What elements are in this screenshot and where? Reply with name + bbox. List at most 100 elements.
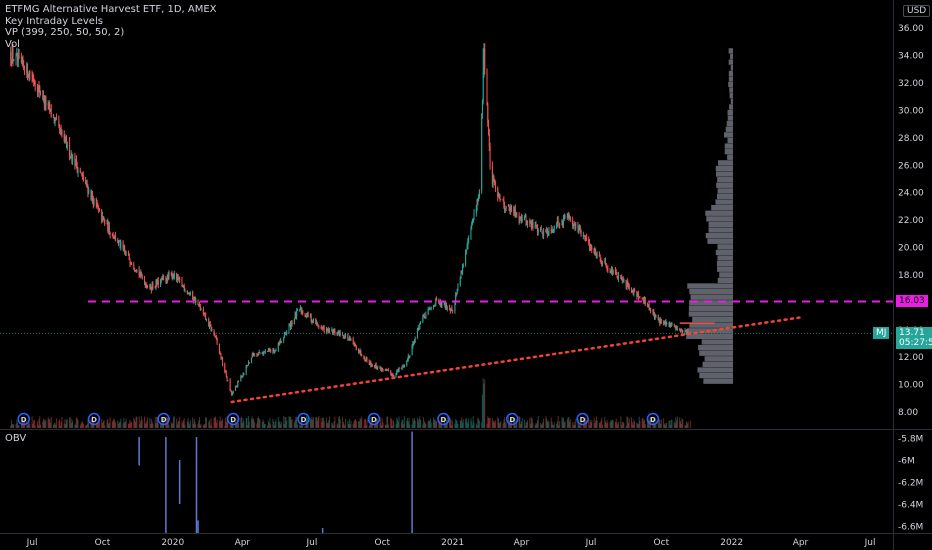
volume-bar: [502, 423, 504, 428]
candle-body: [17, 54, 19, 61]
volume-bar: [523, 419, 525, 428]
volume-bar: [87, 418, 89, 428]
candle-body: [160, 278, 162, 281]
volume-bar: [631, 417, 633, 428]
candle-body: [371, 365, 373, 367]
legend-indicator-key-levels[interactable]: Key Intraday Levels: [5, 15, 103, 27]
volume-bar: [353, 421, 355, 428]
candle-body: [299, 306, 301, 309]
candle-body: [641, 297, 643, 299]
legend-indicator-vp[interactable]: VP (399, 250, 50, 50, 2): [5, 27, 125, 38]
obv-title[interactable]: OBV: [5, 433, 27, 444]
candle-body: [22, 58, 24, 65]
volume-bar: [371, 417, 373, 428]
candle-body: [579, 227, 581, 231]
time-tick-label: 2022: [720, 538, 743, 548]
candle-body: [193, 297, 195, 301]
candle-body: [290, 322, 292, 328]
candle-body: [104, 220, 106, 225]
volume-bar: [349, 424, 351, 428]
volume-bar: [591, 420, 593, 428]
volume-bar: [615, 418, 617, 428]
candle-body: [135, 270, 137, 273]
volume-bar: [524, 425, 526, 428]
candle-body: [231, 390, 233, 396]
volume-bar: [145, 422, 147, 428]
candle-body: [498, 196, 500, 198]
volume-bar: [364, 419, 366, 428]
candle-body: [55, 119, 57, 120]
candle-body: [300, 306, 302, 312]
volume-bar: [541, 423, 543, 428]
volume-bar: [420, 419, 422, 428]
candle-body: [481, 101, 483, 115]
volume-bar: [331, 422, 333, 428]
volume-bar: [95, 424, 97, 428]
price-axis[interactable]: 8.0010.0012.0014.0016.0018.0020.0022.002…: [898, 24, 924, 532]
volume-bar: [40, 424, 42, 428]
volume-bar: [334, 416, 336, 428]
volume-bar: [510, 425, 512, 428]
volume-bar: [155, 423, 157, 428]
legend-indicator-vol[interactable]: Vol: [5, 38, 20, 50]
volume-bar: [320, 418, 322, 428]
volume-bar: [499, 422, 501, 428]
candle-body: [484, 43, 486, 70]
volume-bar: [455, 420, 457, 428]
price-tick-label: 12.00: [898, 353, 924, 363]
volume-bar: [283, 416, 285, 428]
candle-body: [452, 310, 454, 312]
volume-bar: [647, 421, 649, 428]
candle-body: [128, 254, 130, 260]
candle-body: [208, 323, 210, 327]
candle-body: [80, 171, 82, 174]
candle-body: [525, 216, 527, 223]
volume-bar: [616, 422, 618, 428]
volume-bar: [149, 417, 151, 428]
candle-body: [278, 343, 280, 345]
volume-bar: [63, 423, 65, 428]
candle-body: [572, 224, 574, 226]
candle-body: [583, 235, 585, 236]
dividend-marker-ring: [646, 412, 660, 426]
volume-bar: [462, 422, 464, 428]
volume-bar: [423, 421, 425, 428]
candle-body: [263, 351, 265, 354]
candle-body: [564, 215, 566, 218]
volume-profile-bar: [692, 316, 733, 323]
candle-body: [182, 285, 184, 287]
volume-bar: [540, 423, 542, 428]
candlestick-series[interactable]: [10, 43, 691, 396]
candle-body: [532, 221, 534, 229]
candle-body: [598, 254, 600, 256]
volume-bar: [653, 423, 655, 428]
volume-bar: [419, 416, 421, 428]
candle-body: [199, 304, 201, 307]
candle-body: [456, 289, 458, 294]
volume-bar: [379, 422, 381, 428]
volume-bar: [238, 423, 240, 428]
candle-body: [138, 269, 140, 275]
volume-bar: [198, 420, 200, 428]
currency-badge[interactable]: USD: [903, 5, 931, 17]
volume-bar: [422, 424, 424, 428]
volume-bar: [669, 420, 671, 428]
volume-bar: [350, 420, 352, 428]
candle-body: [520, 216, 522, 219]
volume-bar: [558, 425, 560, 428]
legend-title[interactable]: ETFMG Alternative Harvest ETF, 1D, AMEX: [5, 4, 217, 15]
obv-tick-label: -6M: [898, 457, 915, 467]
time-axis[interactable]: Jul Oct 2020 Apr Jul Oct 2021 Apr Jul Oct 2022 Apr J…: [26, 538, 876, 548]
volume-bar: [342, 421, 344, 428]
candle-body: [156, 281, 158, 285]
dividend-marker-letter: D: [91, 416, 97, 424]
volume-bar: [20, 424, 22, 428]
volume-bar: [370, 422, 372, 428]
candle-body: [491, 166, 493, 184]
candle-body: [203, 313, 205, 315]
candle-body: [584, 235, 586, 238]
volume-bar: [172, 423, 174, 428]
volume-bar: [398, 416, 400, 428]
